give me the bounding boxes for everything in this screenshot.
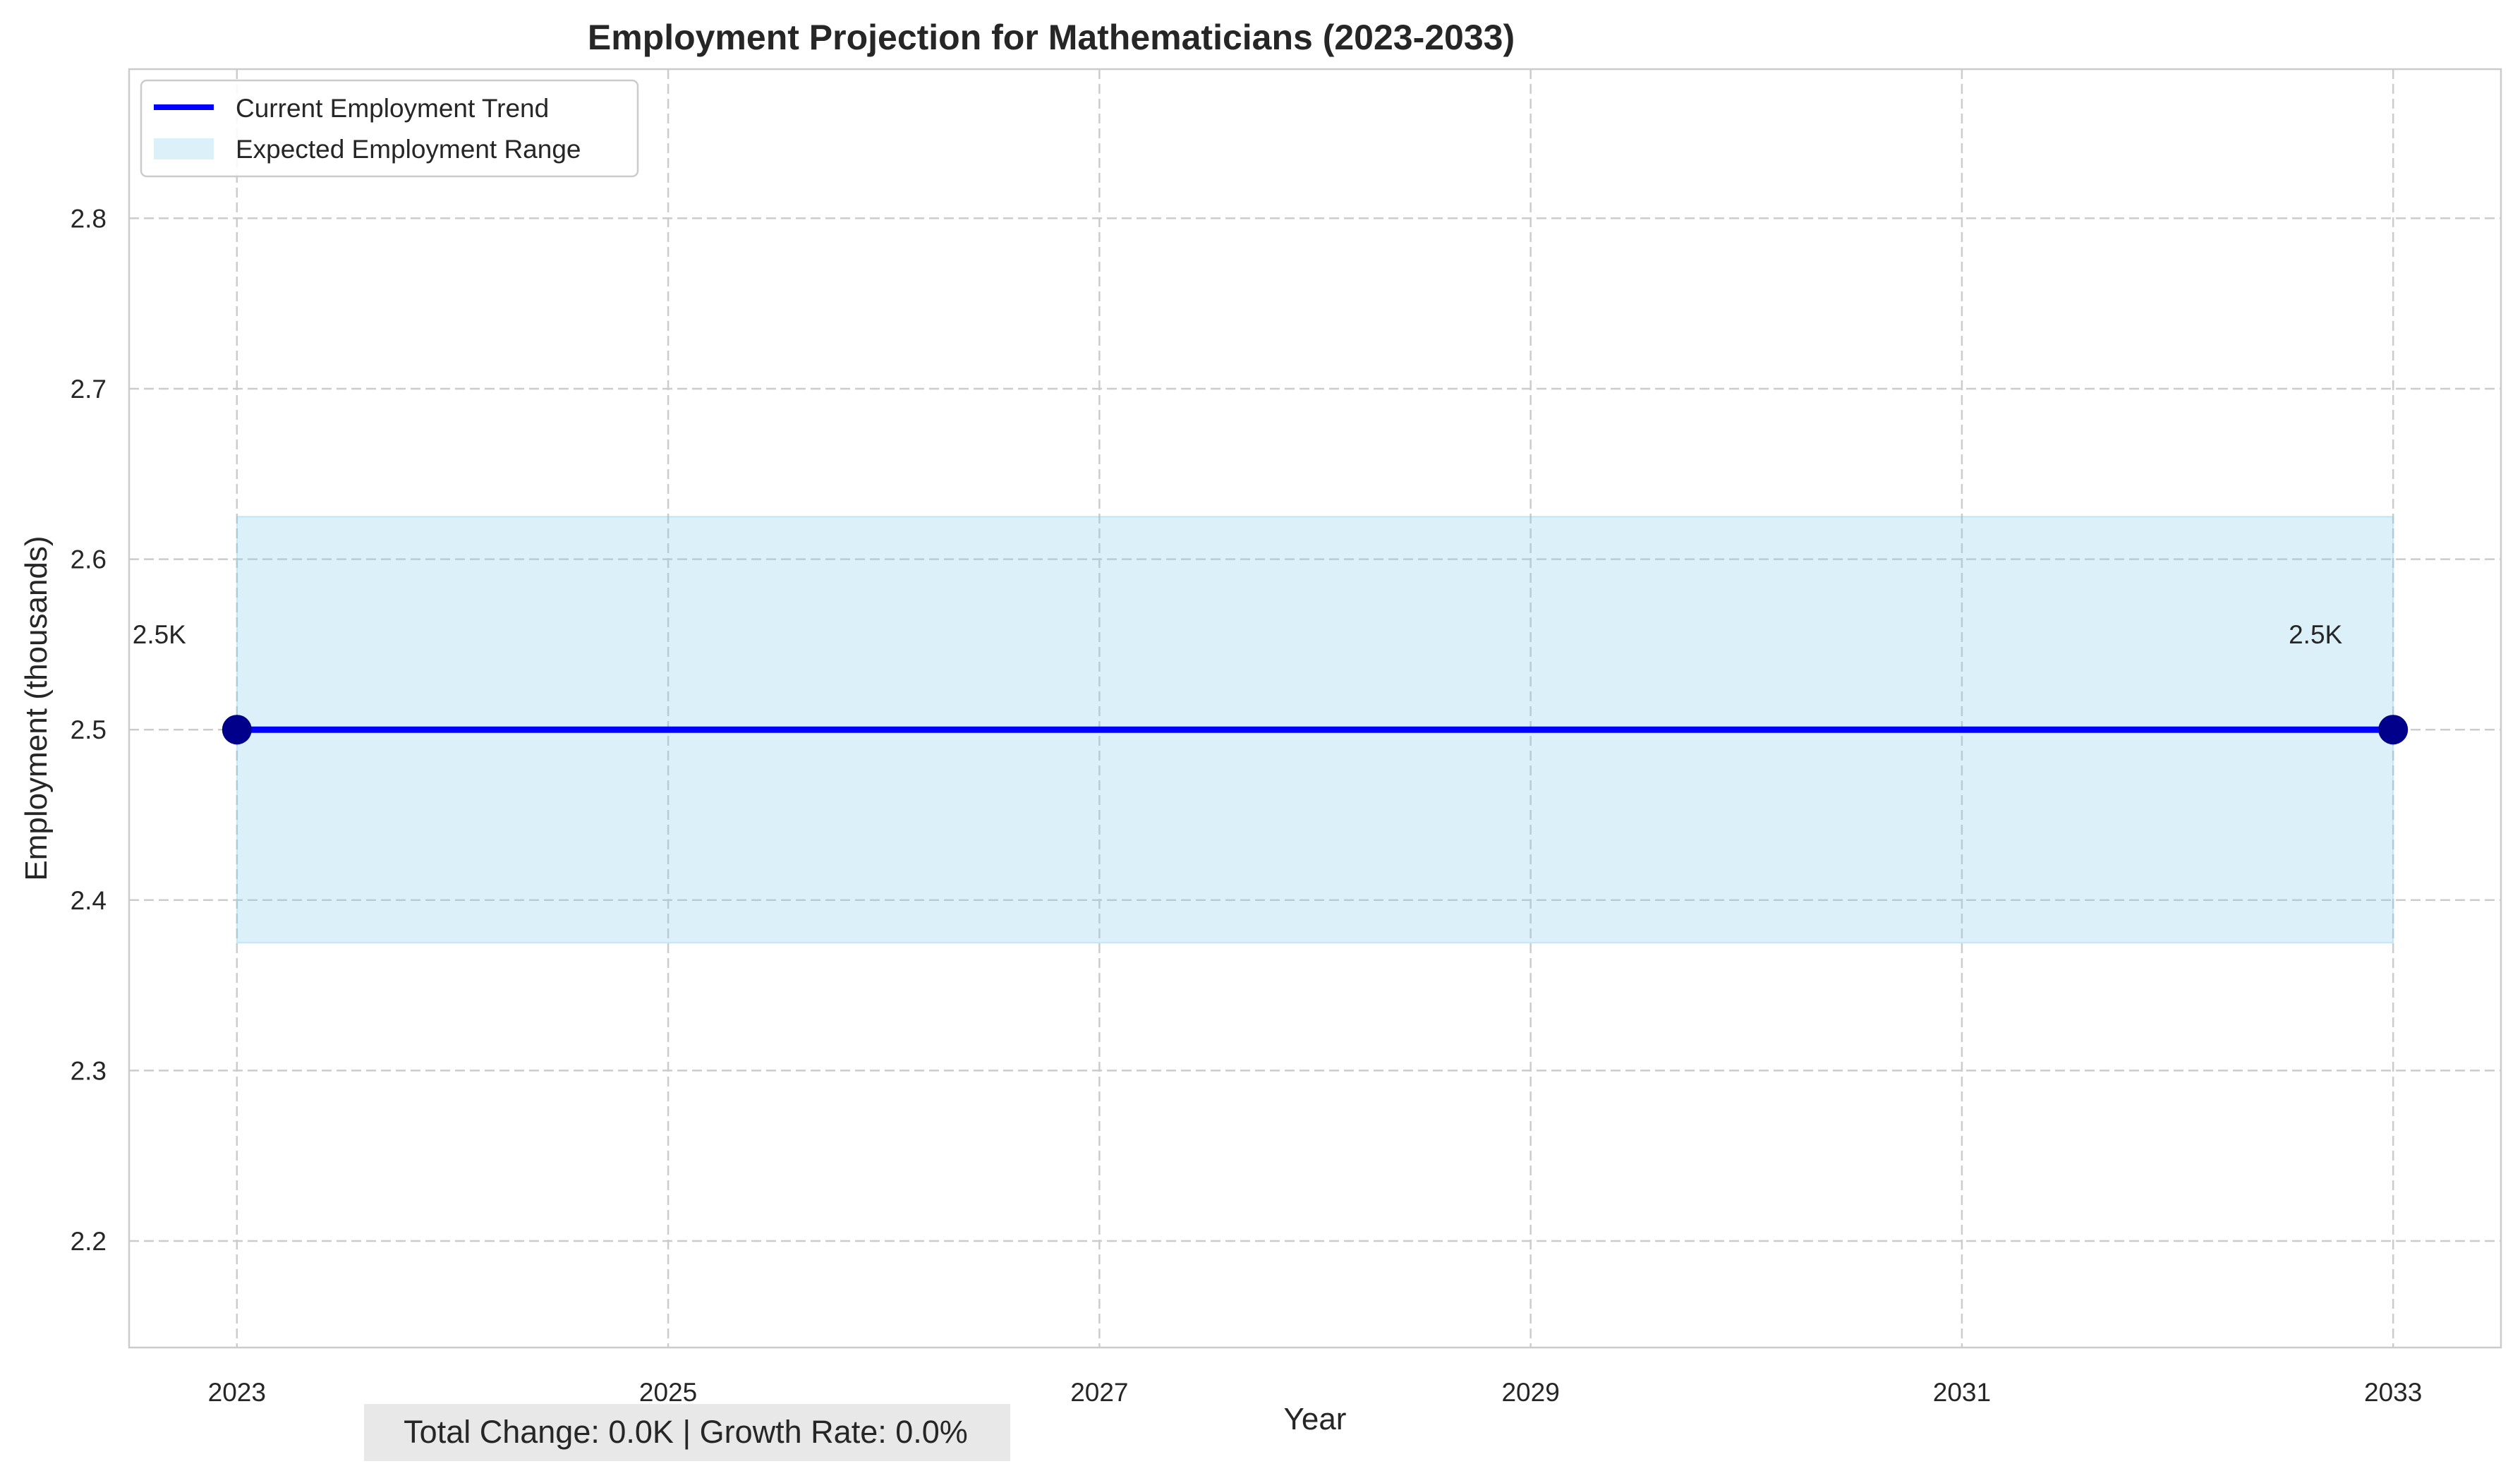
y-tick-label: 2.3 xyxy=(71,1056,107,1085)
x-tick-label: 2031 xyxy=(1933,1378,1991,1407)
legend-band-swatch xyxy=(154,138,214,159)
y-tick-label: 2.6 xyxy=(71,545,107,574)
legend: Current Employment Trend Expected Employ… xyxy=(140,79,639,178)
y-axis-label: Employment (thousands) xyxy=(19,535,54,880)
data-point xyxy=(222,715,252,745)
point-labels: 2.5K 2.5K xyxy=(133,620,2343,649)
x-axis-label: Year xyxy=(1284,1402,1347,1436)
y-tick-label: 2.7 xyxy=(71,375,107,404)
y-axis-ticks: 2.2 2.3 2.4 2.5 2.6 2.7 2.8 xyxy=(71,204,107,1256)
y-tick-label: 2.4 xyxy=(71,886,107,915)
y-tick-label: 2.5 xyxy=(71,715,107,744)
legend-entry-range: Expected Employment Range xyxy=(236,135,581,164)
y-tick-label: 2.8 xyxy=(71,204,107,233)
summary-text: Total Change: 0.0K | Growth Rate: 0.0% xyxy=(404,1414,968,1450)
x-axis-ticks: 2023 2025 2027 2029 2031 2033 xyxy=(208,1378,2423,1407)
plot-frame xyxy=(128,68,2502,1349)
chart-title: Employment Projection for Mathematicians… xyxy=(588,18,1515,57)
y-tick-label: 2.2 xyxy=(71,1227,107,1256)
x-tick-label: 2023 xyxy=(208,1378,266,1407)
point-label: 2.5K xyxy=(133,620,186,649)
grid-lines xyxy=(129,69,2501,1348)
x-tick-label: 2025 xyxy=(639,1378,697,1407)
x-tick-label: 2027 xyxy=(1070,1378,1128,1407)
series-group xyxy=(222,715,2409,745)
point-label: 2.5K xyxy=(2289,620,2342,649)
legend-frame xyxy=(140,79,639,178)
x-tick-label: 2033 xyxy=(2364,1378,2422,1407)
legend-entry-trend: Current Employment Trend xyxy=(236,94,549,123)
summary-box xyxy=(364,1404,1010,1461)
x-tick-label: 2029 xyxy=(1501,1378,1559,1407)
data-point xyxy=(2378,715,2409,745)
